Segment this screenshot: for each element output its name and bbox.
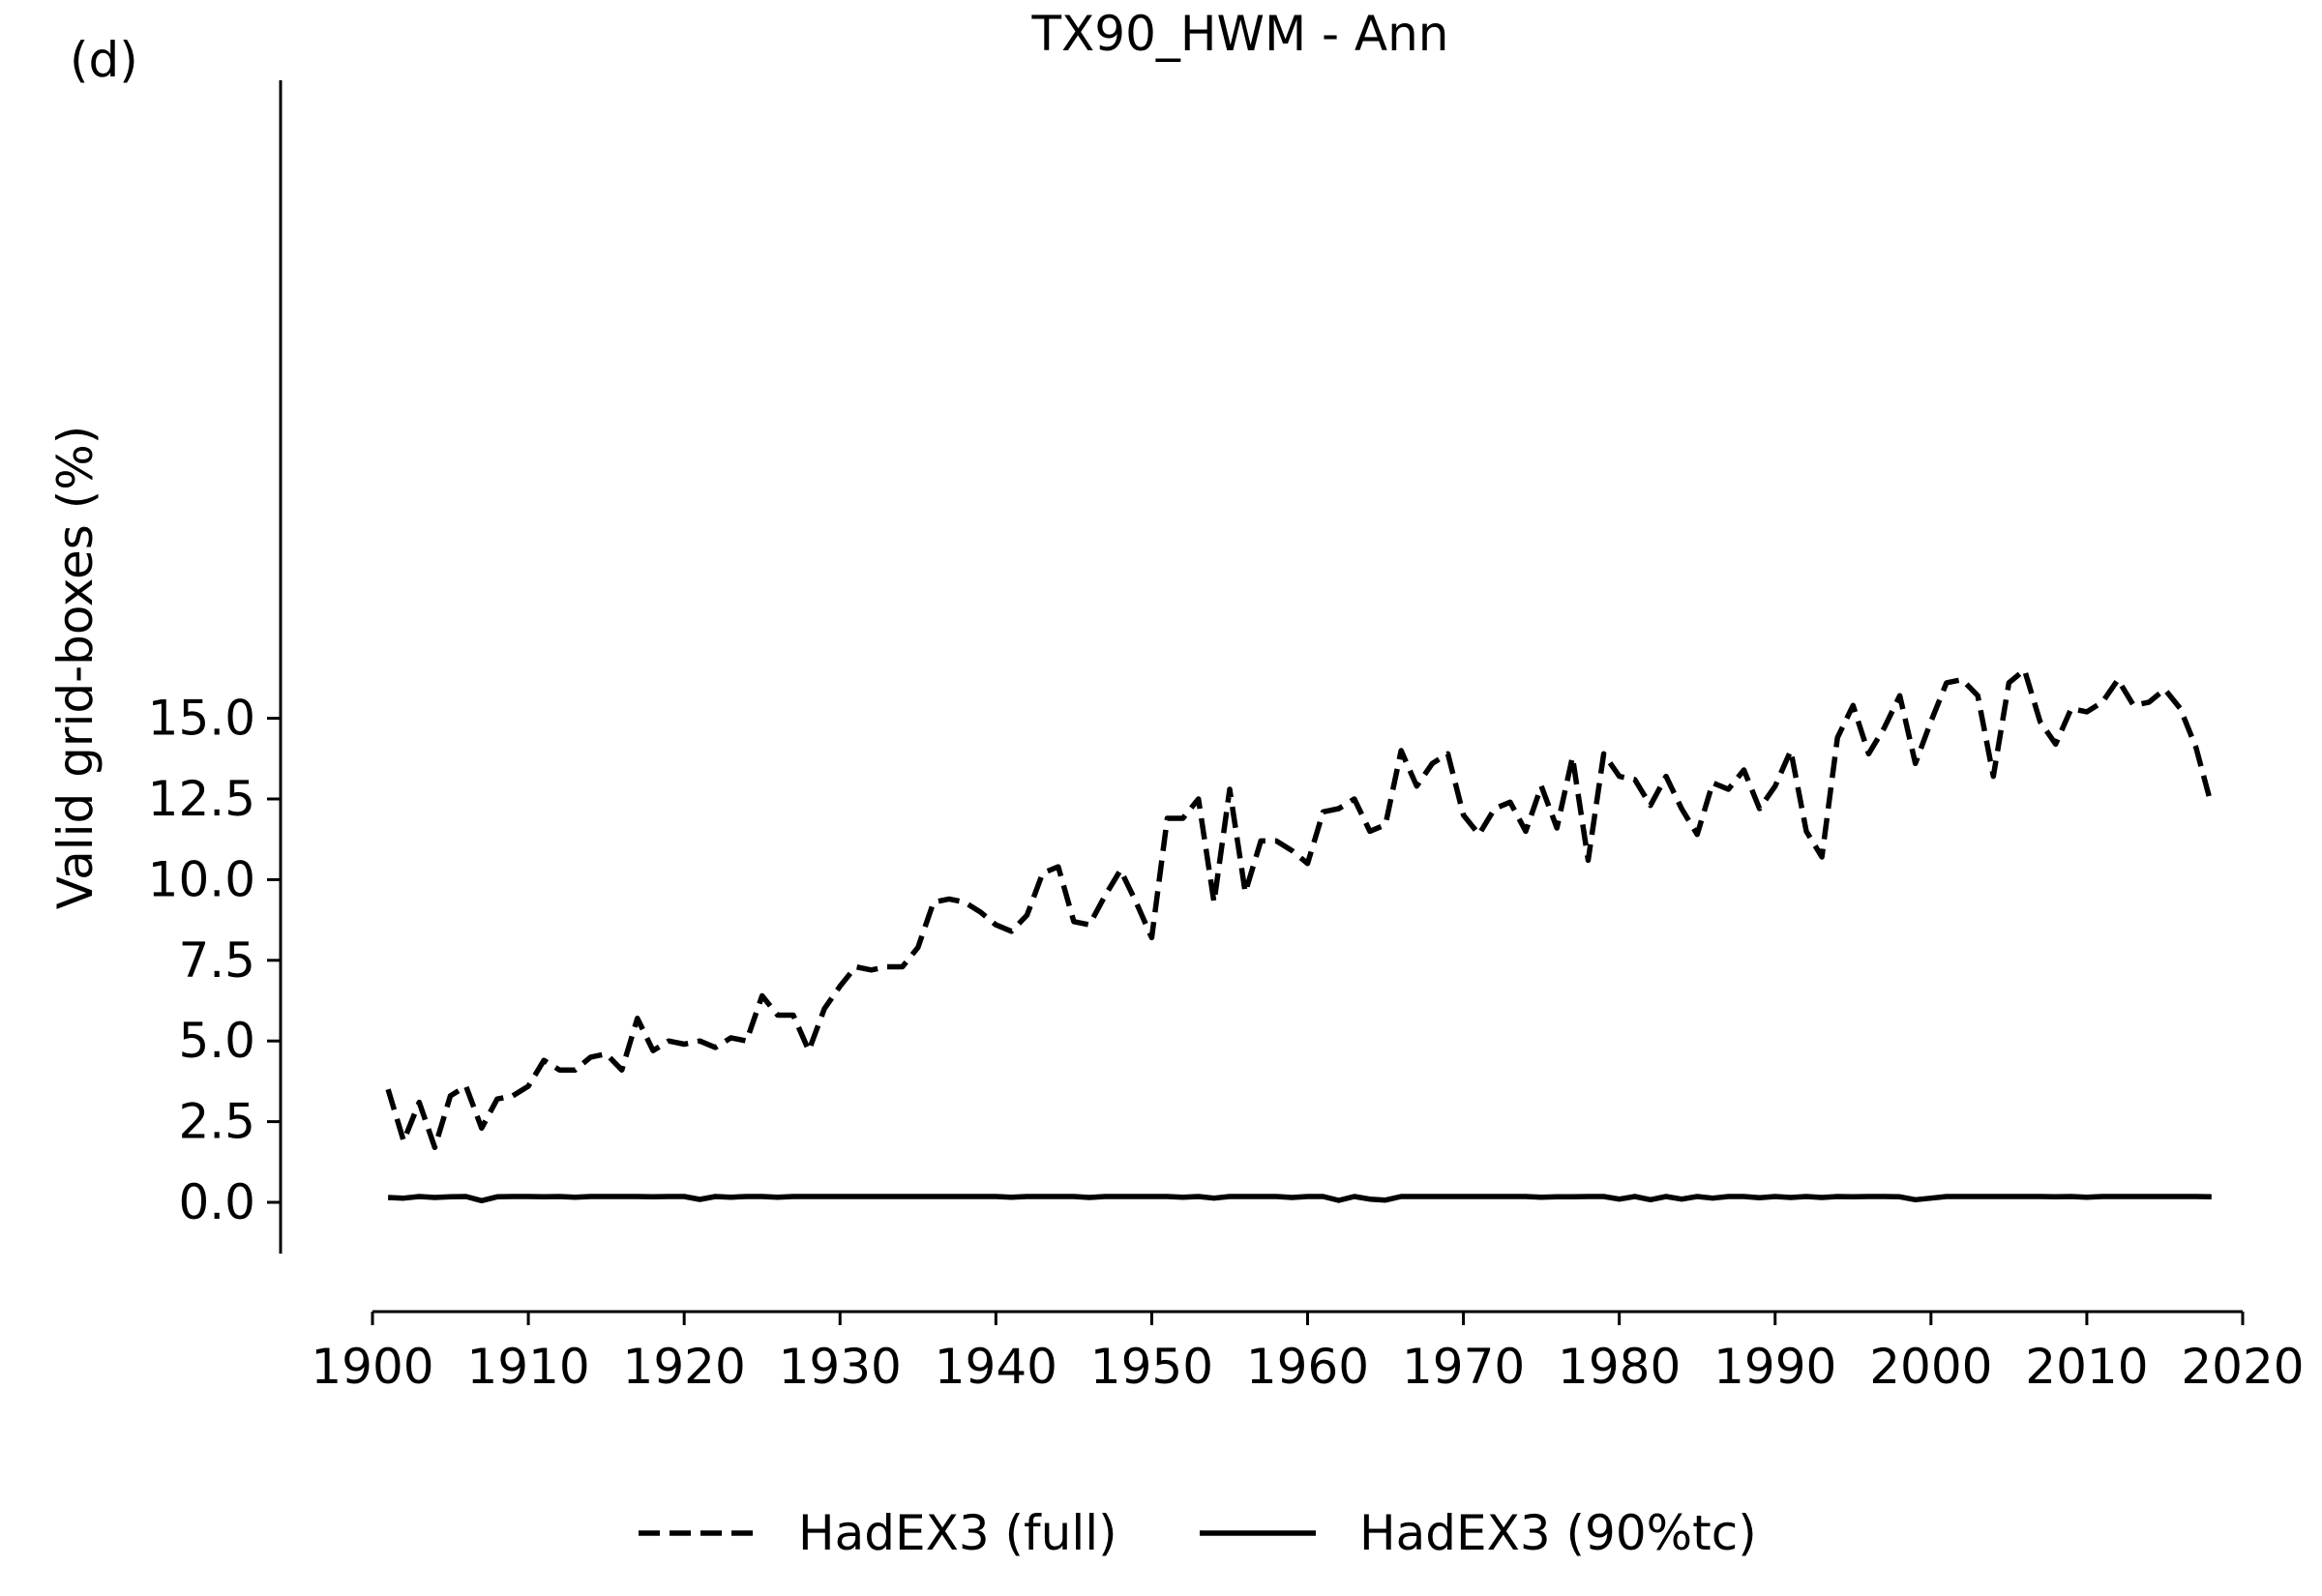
legend: HadEX3 (full) HadEX3 (90%tc): [639, 1505, 1757, 1561]
x-tick-label: 1990: [1713, 1339, 1836, 1395]
x-tick-label: 1960: [1246, 1339, 1369, 1395]
x-tick-label: 2020: [2181, 1339, 2304, 1395]
x-tick-label: 1940: [935, 1339, 1057, 1395]
chart-title: TX90_HWM - Ann: [1030, 6, 1448, 62]
y-tick-label: 0.0: [178, 1174, 255, 1230]
series-layer: [385, 666, 2215, 1204]
y-tick-label: 12.5: [148, 771, 255, 827]
x-tick-label: 1930: [779, 1339, 902, 1395]
x-tick-label: 1970: [1402, 1339, 1525, 1395]
x-ticks: 1900 1910 1920 1930 1940 1950 1960 1970 1980 1990…: [311, 1312, 2305, 1395]
y-axis-label: Valid grid-boxes (%): [47, 426, 104, 909]
y-tick-label: 5.0: [178, 1013, 255, 1069]
x-tick-label: 1920: [623, 1339, 746, 1395]
series-line-90tc: [387, 1194, 2212, 1204]
y-tick-label: 2.5: [178, 1094, 255, 1150]
y-tick-label: 7.5: [178, 932, 255, 989]
x-tick-label: 2000: [1869, 1339, 1992, 1395]
x-tick-label: 2010: [2025, 1339, 2148, 1395]
x-tick-label: 1900: [311, 1339, 433, 1395]
y-tick-label: 15.0: [148, 691, 255, 747]
legend-item-full: HadEX3 (full): [639, 1505, 1117, 1561]
y-ticks: 0.0 2.5 5.0 7.5 10.0 12.5 15.0: [148, 691, 281, 1230]
legend-label: HadEX3 (90%tc): [1359, 1505, 1757, 1561]
legend-label: HadEX3 (full): [798, 1505, 1117, 1561]
panel-label: (d): [70, 32, 138, 88]
x-tick-label: 1980: [1558, 1339, 1681, 1395]
x-tick-label: 1910: [466, 1339, 589, 1395]
x-tick-label: 1950: [1090, 1339, 1213, 1395]
series-line-full: [385, 666, 2215, 1151]
legend-item-90tc: HadEX3 (90%tc): [1200, 1505, 1757, 1561]
y-tick-label: 10.0: [148, 851, 255, 907]
